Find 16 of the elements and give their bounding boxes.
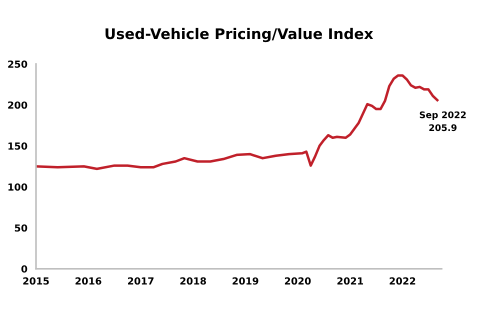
x-tick-label: 2015	[23, 277, 49, 285]
y-tick-label: 250	[8, 60, 28, 68]
x-tick-label: 2021	[337, 277, 364, 285]
x-tick-label: 2022	[390, 277, 416, 285]
x-tick-label: 2020	[284, 277, 311, 285]
y-tick-label: 50	[14, 224, 28, 232]
y-tick-label: 100	[8, 183, 28, 191]
x-tick-label: 2016	[76, 277, 102, 285]
x-tick-label: 2018	[180, 277, 206, 285]
x-tick-label: 2019	[232, 277, 258, 285]
y-tick-label: 200	[8, 101, 28, 109]
chart-title: Used-Vehicle Pricing/Value Index	[106, 28, 374, 42]
y-tick-label: 150	[8, 142, 28, 150]
x-tick-label: 2017	[128, 277, 154, 285]
annotation: Sep 2022 205.9	[420, 111, 466, 132]
y-tick-label: 0	[21, 265, 28, 273]
